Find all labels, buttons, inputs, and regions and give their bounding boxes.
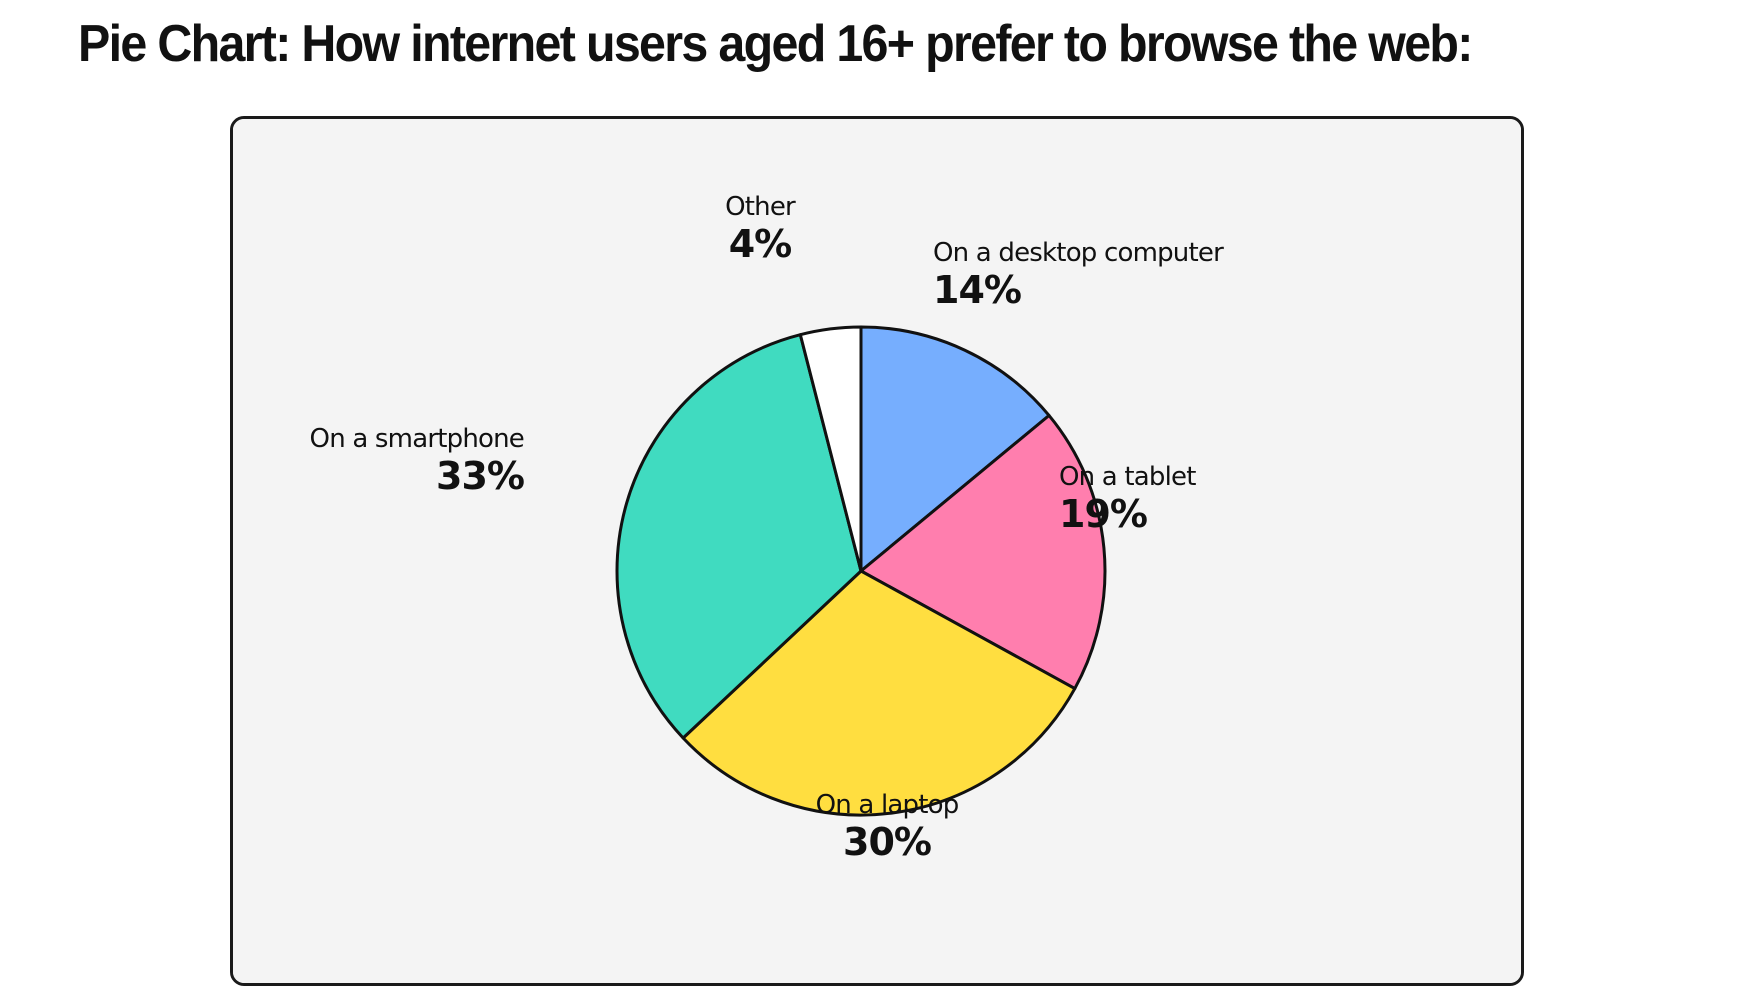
pie-slice-on-a-desktop-computer [859,325,1051,573]
slice-label-on-a-laptop: On a laptop [816,790,959,820]
pie-slice-other [798,325,863,573]
slice-label-on-a-tablet: On a tablet [1059,462,1196,492]
slice-value-on-a-smartphone: 33% [436,454,524,498]
pie-slice-on-a-tablet [859,413,1107,691]
pie-slice-on-a-smartphone [615,333,863,740]
slice-label-on-a-smartphone: On a smartphone [310,424,524,454]
slice-label-other: Other [725,192,796,222]
page-title: Pie Chart: How internet users aged 16+ p… [78,15,1473,73]
pie-slice-on-a-laptop [681,569,1077,817]
slice-value-other: 4% [729,222,792,266]
slice-value-on-a-tablet: 19% [1059,492,1147,536]
pie-slices [615,325,1107,817]
chart-card: On a desktop computer 14% On a tablet 19% On… [230,116,1524,986]
slice-value-on-a-desktop-computer: 14% [933,268,1021,312]
slice-value-on-a-laptop: 30% [843,820,931,864]
slice-label-on-a-desktop-computer: On a desktop computer [933,238,1224,268]
